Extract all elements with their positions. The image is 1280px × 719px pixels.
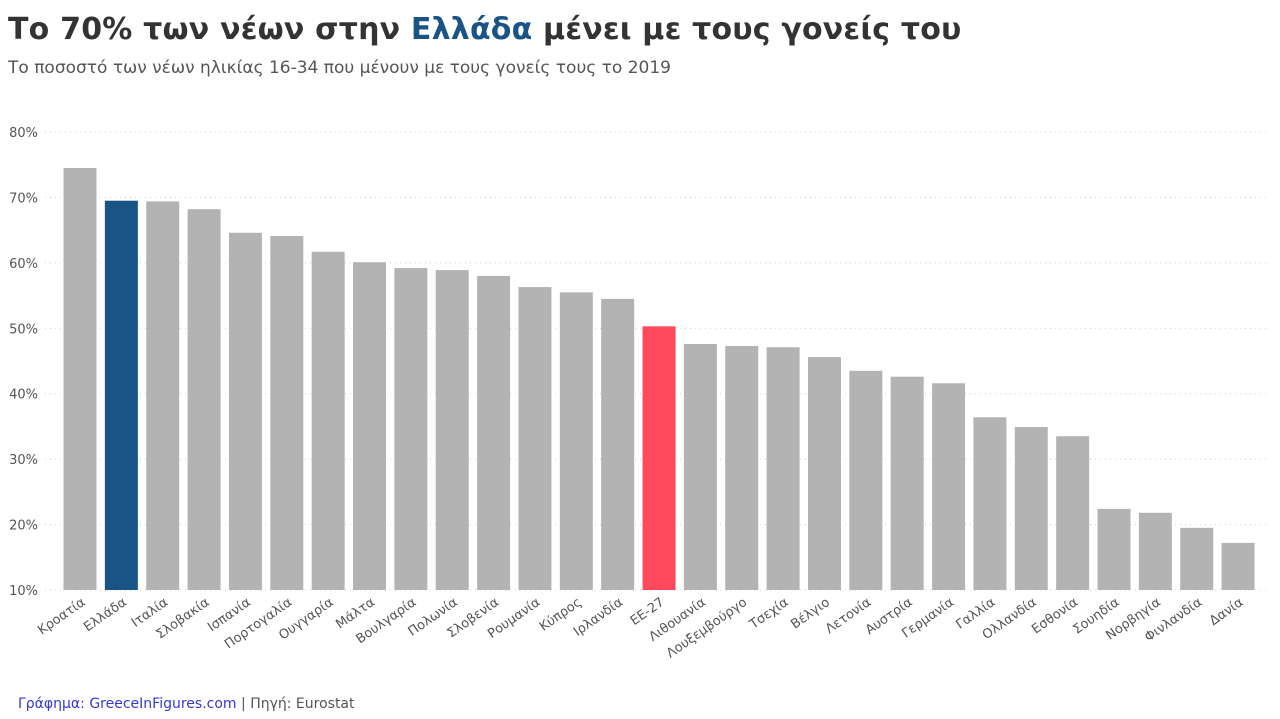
footer-source: Πηγή: Eurostat: [250, 696, 355, 712]
bar-9: [394, 268, 428, 590]
bar-27: [1138, 512, 1172, 590]
bar-18: [766, 347, 800, 590]
title-text-end: μένει με τους γονείς του: [532, 12, 962, 47]
bar-13: [559, 292, 593, 590]
x-tick-label: Ελλάδα: [81, 595, 129, 635]
bar-19: [807, 357, 841, 590]
bar-1: [63, 167, 97, 590]
bar-12: [518, 287, 552, 590]
bar-16: [683, 343, 717, 590]
y-tick-label: 70%: [9, 191, 38, 206]
bar-14: [601, 298, 635, 590]
bar-21: [890, 376, 924, 590]
title-text: Το 70% των νέων στην: [8, 12, 411, 47]
x-tick-label: Εσθονία: [1029, 595, 1081, 637]
title-highlight: Ελλάδα: [410, 12, 533, 47]
y-tick-label: 80%: [9, 126, 38, 141]
y-tick-label: 50%: [9, 322, 38, 337]
bar-28: [1180, 527, 1214, 590]
bar-29: [1221, 542, 1255, 590]
bar-6: [270, 236, 304, 590]
x-tick-label: Τσεχία: [746, 595, 791, 633]
chart-subtitle: Το ποσοστό των νέων ηλικίας 16-34 που μέ…: [8, 58, 671, 78]
bar-26: [1097, 508, 1131, 590]
bar-7: [311, 251, 345, 590]
x-tick-label: Δανία: [1207, 595, 1246, 629]
footer-brand[interactable]: Γράφημα: GreeceInFigures.com: [18, 696, 237, 712]
bar-10: [435, 270, 469, 590]
y-tick-label: 20%: [9, 519, 38, 534]
bar-3: [146, 201, 180, 590]
y-tick-label: 40%: [9, 388, 38, 403]
y-tick-label: 10%: [9, 584, 38, 599]
bar-11: [477, 275, 511, 590]
bar-8: [353, 262, 387, 590]
bar-17: [725, 345, 759, 590]
bar-5: [228, 232, 262, 590]
footer: Γράφημα: GreeceInFigures.com | Πηγή: Eur…: [18, 696, 355, 712]
footer-separator: |: [236, 696, 251, 712]
bar-24: [1014, 427, 1048, 590]
y-tick-label: 30%: [9, 453, 38, 468]
bar-2: [104, 200, 138, 590]
bar-23: [973, 417, 1007, 590]
bar-20: [849, 370, 883, 590]
bar-15: [642, 326, 676, 590]
x-tick-label: Κροατία: [35, 595, 88, 638]
bar-22: [932, 383, 966, 590]
bar-4: [187, 209, 221, 590]
bar-25: [1056, 436, 1090, 590]
chart-title: Το 70% των νέων στην Ελλάδα μένει με του…: [8, 12, 961, 47]
y-tick-label: 60%: [9, 257, 38, 272]
